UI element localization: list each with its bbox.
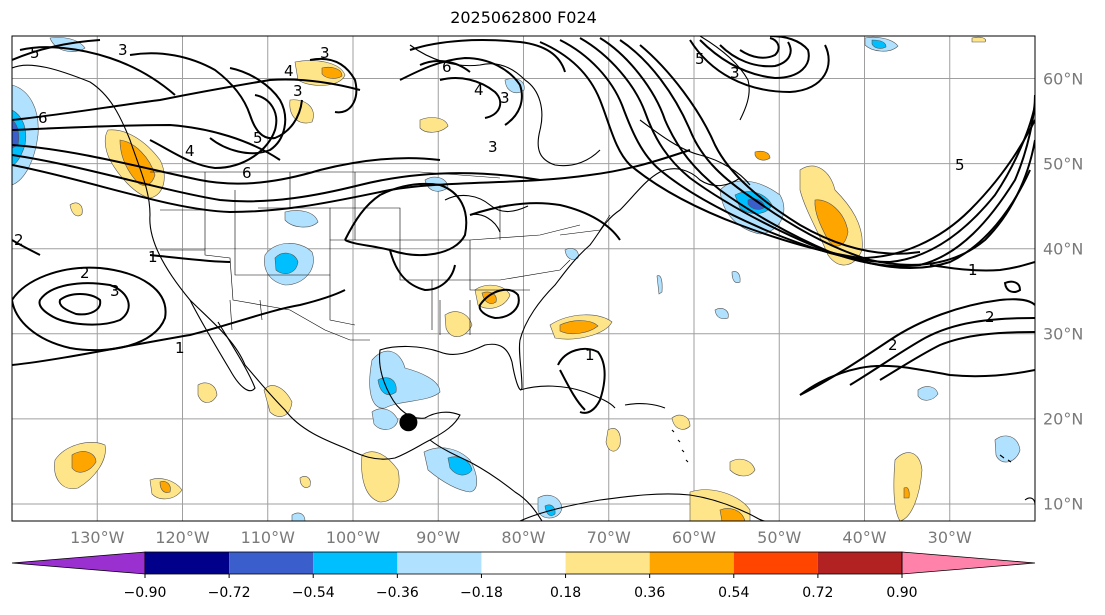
colorbar-outline	[144, 551, 903, 575]
longitude-label: 30°W	[927, 528, 972, 547]
colorbar-bin	[397, 552, 482, 574]
contour-label: 3	[293, 82, 303, 100]
storm-center-marker	[399, 413, 418, 432]
colorbar	[11, 551, 1036, 578]
longitude-label: 130°W	[70, 528, 125, 547]
longitude-label: 60°W	[671, 528, 717, 547]
contour-label: 1	[148, 248, 158, 266]
colorbar-bin	[313, 552, 398, 574]
contour-label: 5	[955, 156, 965, 174]
longitude-label: 70°W	[586, 528, 631, 547]
contour-label: 3	[118, 41, 128, 59]
contour-label: 2	[80, 264, 90, 282]
contour-label: 3	[110, 282, 120, 300]
longitude-label: 120°W	[155, 528, 210, 547]
contour-labels: 5 3 3 4 3 6 4 3 5 3 6 5 4 6 5 1 2 3 1 1 …	[14, 41, 995, 364]
colorbar-extend-high	[901, 551, 1036, 575]
colorbar-bin	[733, 552, 818, 574]
colorbar-bin	[481, 552, 566, 574]
contour-label: 2	[888, 336, 898, 354]
colorbar-label: 0.36	[634, 585, 666, 601]
latitude-label: 60°N	[1043, 69, 1084, 89]
colorbar-label: −0.72	[207, 585, 251, 601]
contour-lines	[12, 36, 1035, 414]
latitude-label: 40°N	[1043, 239, 1084, 259]
coastlines	[12, 36, 1035, 521]
colorbar-label: 0.72	[802, 585, 834, 601]
colorbar-bin	[817, 552, 902, 574]
colorbar-bin	[229, 552, 314, 574]
latitude-label: 20°N	[1043, 409, 1084, 429]
contour-label: 6	[242, 164, 252, 182]
colorbar-label: −0.54	[291, 585, 335, 601]
shaded-anomalies	[12, 36, 1021, 521]
contour-label: 4	[474, 81, 484, 99]
colorbar-label: −0.36	[375, 585, 419, 601]
longitude-label: 100°W	[325, 528, 381, 547]
contour-label: 2	[985, 308, 995, 326]
colorbar-extend-low	[11, 551, 146, 575]
contour-label: 4	[284, 62, 294, 80]
contour-label: 2	[14, 231, 24, 249]
contour-label: 3	[500, 89, 510, 107]
map-frame	[11, 35, 1036, 522]
longitude-label: 90°W	[416, 528, 461, 547]
contour-label: 3	[730, 64, 740, 82]
colorbar-bin	[565, 552, 650, 574]
colorbar-label: −0.90	[123, 585, 167, 601]
contour-label: 4	[185, 142, 195, 160]
colorbar-label: −0.18	[459, 585, 503, 601]
contour-label: 5	[30, 44, 40, 62]
map-title: 2025062800 F024	[450, 8, 597, 27]
longitude-label: 50°W	[757, 528, 802, 547]
contour-label: 6	[38, 109, 48, 127]
longitude-label: 110°W	[240, 528, 295, 547]
colorbar-bin	[649, 552, 734, 574]
contour-label: 1	[968, 261, 978, 279]
contour-label: 5	[253, 129, 263, 147]
latitude-label: 10°N	[1043, 494, 1084, 514]
contour-label: 1	[175, 339, 185, 357]
gridlines	[12, 36, 1035, 521]
longitude-label: 80°W	[501, 528, 546, 547]
latitude-label: 50°N	[1043, 154, 1084, 174]
contour-label: 3	[488, 138, 498, 156]
contour-label: 5	[695, 50, 705, 68]
latitude-label: 30°N	[1043, 324, 1084, 344]
contour-label: 1	[585, 346, 595, 364]
colorbar-bin	[145, 552, 230, 574]
colorbar-label: 0.18	[549, 585, 582, 601]
longitude-label: 40°W	[842, 528, 887, 547]
colorbar-label: 0.90	[886, 585, 918, 601]
contour-label: 3	[320, 44, 330, 62]
contour-label: 6	[442, 58, 452, 76]
colorbar-label: 0.54	[718, 585, 750, 601]
